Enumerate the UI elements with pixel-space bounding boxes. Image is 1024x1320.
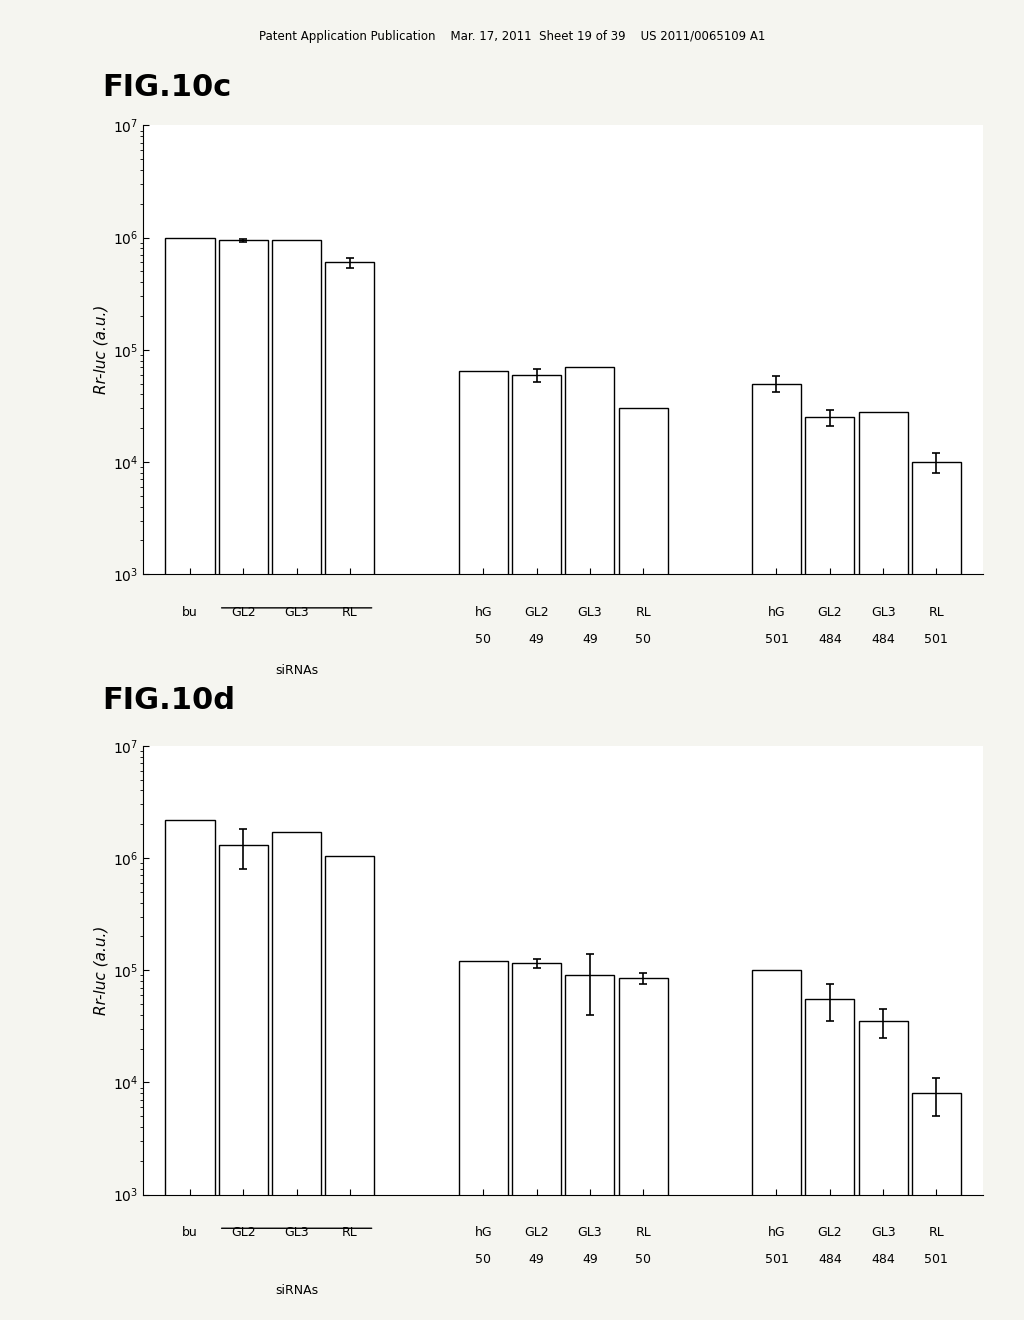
- Text: GL3: GL3: [870, 606, 895, 619]
- Text: FIG.10c: FIG.10c: [102, 73, 231, 102]
- Text: 50: 50: [475, 1253, 492, 1266]
- Text: GL3: GL3: [578, 606, 602, 619]
- Bar: [858, 412, 907, 1320]
- Bar: [565, 367, 614, 1320]
- Bar: [512, 964, 561, 1320]
- Text: bu: bu: [182, 1226, 198, 1239]
- Bar: [565, 975, 614, 1320]
- Text: RL: RL: [929, 606, 944, 619]
- Text: GL2: GL2: [524, 606, 549, 619]
- Bar: [618, 408, 668, 1320]
- Y-axis label: Rr-luc (a.u.): Rr-luc (a.u.): [94, 925, 109, 1015]
- Bar: [272, 832, 322, 1320]
- Text: siRNAs: siRNAs: [275, 664, 318, 677]
- Text: 50: 50: [635, 632, 651, 645]
- Text: GL2: GL2: [817, 606, 842, 619]
- Text: Patent Application Publication    Mar. 17, 2011  Sheet 19 of 39    US 2011/00651: Patent Application Publication Mar. 17, …: [259, 30, 765, 44]
- Bar: [272, 240, 322, 1320]
- Text: siRNAs: siRNAs: [275, 1284, 318, 1298]
- Text: GL3: GL3: [285, 1226, 309, 1239]
- Bar: [805, 417, 854, 1320]
- Text: 501: 501: [925, 632, 948, 645]
- Text: 49: 49: [582, 1253, 598, 1266]
- Bar: [858, 1022, 907, 1320]
- Bar: [911, 462, 961, 1320]
- Text: 49: 49: [582, 632, 598, 645]
- Text: 484: 484: [818, 1253, 842, 1266]
- Text: 484: 484: [818, 632, 842, 645]
- Text: 50: 50: [635, 1253, 651, 1266]
- Bar: [219, 240, 268, 1320]
- Text: GL3: GL3: [285, 606, 309, 619]
- Bar: [166, 238, 215, 1320]
- Text: 501: 501: [765, 632, 788, 645]
- Bar: [219, 845, 268, 1320]
- Text: RL: RL: [929, 1226, 944, 1239]
- Text: RL: RL: [635, 606, 651, 619]
- Text: GL2: GL2: [231, 606, 256, 619]
- Bar: [805, 999, 854, 1320]
- Text: hG: hG: [474, 1226, 493, 1239]
- Bar: [752, 970, 801, 1320]
- Text: GL3: GL3: [578, 1226, 602, 1239]
- Text: GL3: GL3: [870, 1226, 895, 1239]
- Text: hG: hG: [474, 606, 493, 619]
- Text: 49: 49: [528, 632, 545, 645]
- Bar: [752, 384, 801, 1320]
- Bar: [166, 820, 215, 1320]
- Y-axis label: Rr-luc (a.u.): Rr-luc (a.u.): [94, 305, 109, 395]
- Text: hG: hG: [768, 1226, 785, 1239]
- Text: 501: 501: [925, 1253, 948, 1266]
- Text: GL2: GL2: [817, 1226, 842, 1239]
- Text: bu: bu: [182, 606, 198, 619]
- Text: 501: 501: [765, 1253, 788, 1266]
- Bar: [911, 1093, 961, 1320]
- Text: GL2: GL2: [524, 1226, 549, 1239]
- Text: RL: RL: [342, 606, 357, 619]
- Bar: [459, 371, 508, 1320]
- Text: 49: 49: [528, 1253, 545, 1266]
- Bar: [459, 961, 508, 1320]
- Bar: [618, 978, 668, 1320]
- Bar: [326, 263, 375, 1320]
- Text: 484: 484: [871, 1253, 895, 1266]
- Text: RL: RL: [342, 1226, 357, 1239]
- Text: RL: RL: [635, 1226, 651, 1239]
- Bar: [326, 855, 375, 1320]
- Text: 484: 484: [871, 632, 895, 645]
- Text: FIG.10d: FIG.10d: [102, 686, 236, 715]
- Text: hG: hG: [768, 606, 785, 619]
- Text: GL2: GL2: [231, 1226, 256, 1239]
- Bar: [512, 375, 561, 1320]
- Text: 50: 50: [475, 632, 492, 645]
